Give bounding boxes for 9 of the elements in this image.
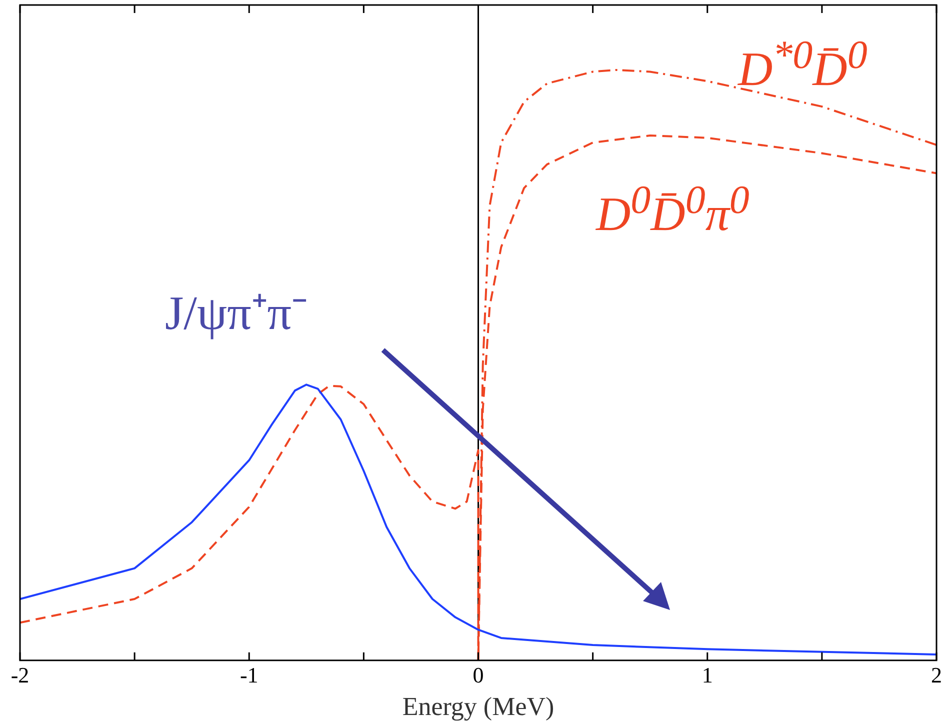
series-label: D$^{0}$D̄$^{0}$π$^{0}$ xyxy=(596,177,750,241)
series-label: J/ψπ⁺π⁻ xyxy=(165,287,308,340)
x-tick-label: 2 xyxy=(931,662,942,688)
x-axis-title: Energy (MeV) xyxy=(402,692,554,722)
x-tick-label: 1 xyxy=(702,662,713,688)
x-tick-label: 0 xyxy=(472,662,484,688)
x-tick-label: -1 xyxy=(240,662,258,688)
x-tick-label: -2 xyxy=(10,662,30,688)
series-label: D$^{*0}$D̄$^{0}$ xyxy=(738,32,868,96)
